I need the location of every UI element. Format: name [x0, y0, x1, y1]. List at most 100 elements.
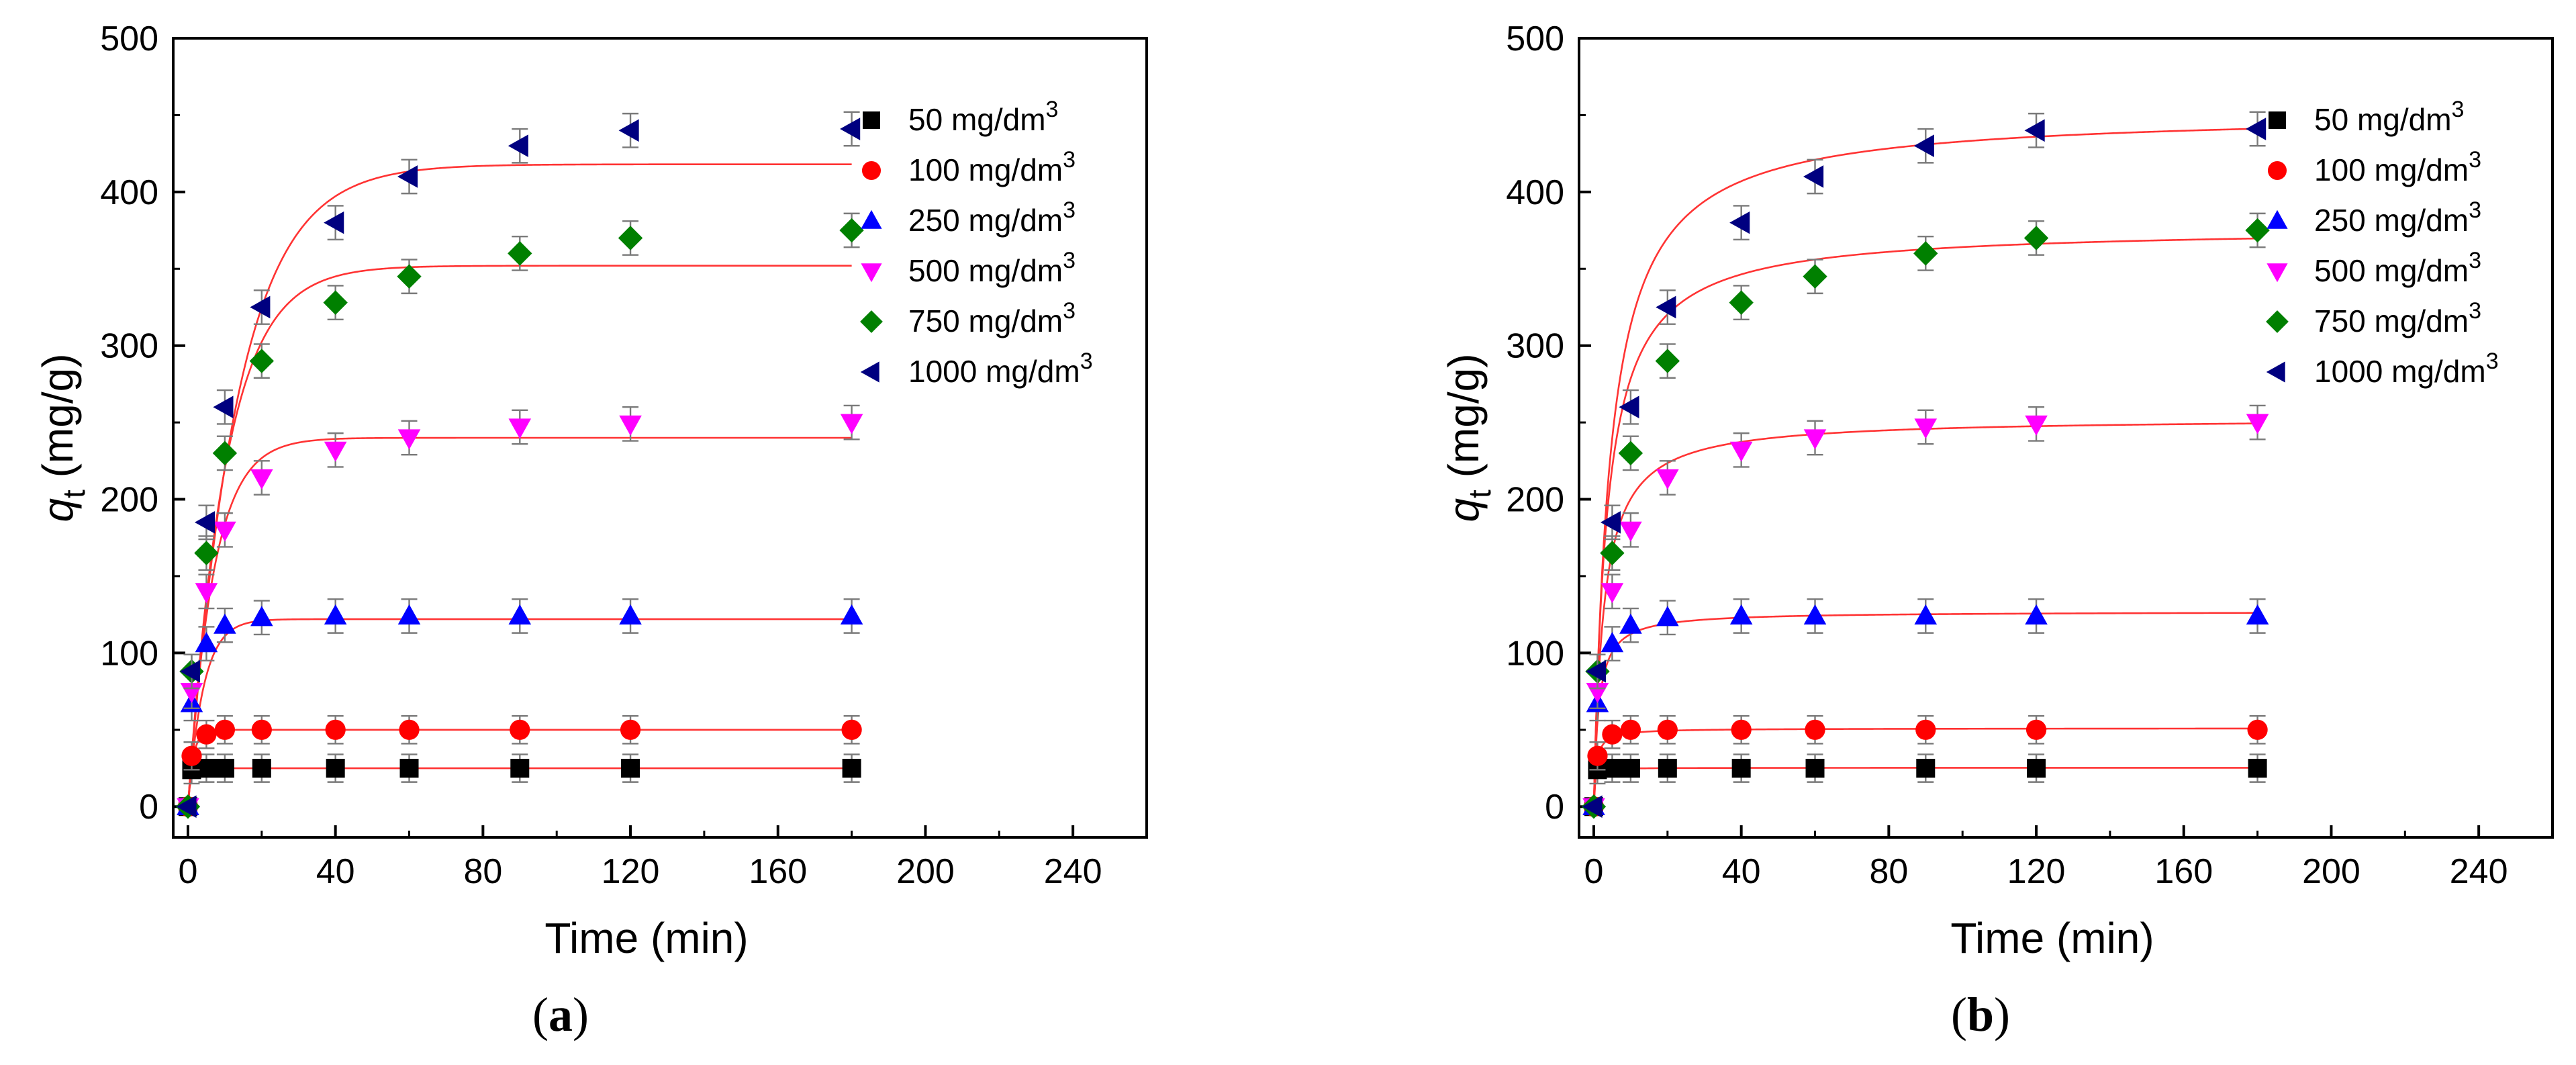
- y-axis-title: qt (mg/g): [1439, 353, 1497, 522]
- legend-marker: [2267, 210, 2288, 229]
- data-point: [2246, 118, 2267, 140]
- data-point: [213, 521, 236, 542]
- data-point: [1803, 604, 1827, 625]
- data-point: [195, 583, 218, 604]
- data-series: [1584, 753, 2267, 817]
- legend-label: 100 mg/dm3: [2314, 147, 2481, 187]
- data-point: [1729, 604, 1753, 625]
- data-point: [2025, 719, 2047, 740]
- legend-marker: [860, 361, 879, 383]
- data-series: [177, 598, 863, 815]
- data-point: [250, 469, 273, 490]
- data-point: [1805, 759, 1825, 778]
- data-point: [1731, 719, 1752, 740]
- data-point: [1657, 719, 1678, 740]
- legend-marker: [863, 111, 880, 129]
- data-point: [323, 290, 348, 315]
- data-point: [840, 604, 863, 625]
- data-point: [620, 719, 641, 740]
- data-point: [176, 795, 197, 819]
- data-point: [2246, 414, 2269, 434]
- x-tick-label: 240: [1044, 852, 1102, 891]
- plot-frame: [1578, 37, 2554, 839]
- y-tick-label: 500: [100, 19, 158, 58]
- data-point: [1620, 719, 1641, 740]
- data-point: [840, 414, 863, 434]
- legend-label: 100 mg/dm3: [908, 147, 1076, 187]
- data-point: [194, 511, 216, 534]
- y-tick-label: 200: [1506, 481, 1564, 520]
- data-point: [1603, 759, 1622, 778]
- data-point: [181, 745, 202, 766]
- data-series: [176, 111, 861, 819]
- legend-marker: [2266, 310, 2289, 333]
- legend-marker: [2267, 263, 2288, 283]
- data-point: [1803, 264, 1827, 289]
- data-point: [397, 165, 418, 188]
- data-point: [2246, 604, 2269, 625]
- data-point: [213, 396, 234, 419]
- data-point: [324, 211, 344, 234]
- legend-label: 50 mg/dm3: [908, 97, 1058, 137]
- data-point: [1656, 295, 1676, 319]
- y-tick-label: 300: [100, 327, 158, 366]
- x-tick-label: 200: [896, 852, 955, 891]
- data-point: [1913, 134, 1934, 157]
- data-point: [195, 632, 218, 653]
- x-tick-label: 120: [2007, 852, 2066, 891]
- data-point: [1582, 795, 1603, 819]
- data-point: [2027, 759, 2046, 778]
- data-point: [214, 719, 236, 740]
- data-point: [2025, 415, 2048, 436]
- data-point: [842, 759, 861, 778]
- data-series: [1582, 111, 2267, 819]
- data-point: [213, 613, 236, 634]
- legend-label: 250 mg/dm3: [908, 197, 1076, 238]
- data-point: [510, 719, 530, 740]
- data-point: [324, 604, 347, 625]
- legend-marker: [861, 160, 881, 181]
- fit-curve: [187, 163, 852, 807]
- data-point: [397, 604, 421, 625]
- legend-label: 750 mg/dm3: [2314, 298, 2481, 338]
- x-axis-title: Time (min): [1950, 914, 2154, 962]
- data-point: [508, 241, 532, 266]
- data-point: [252, 759, 271, 778]
- data-point: [1731, 759, 1751, 778]
- panel-label: (b): [1951, 988, 2010, 1041]
- data-point: [249, 349, 275, 373]
- data-point: [1601, 632, 1624, 653]
- data-point: [179, 660, 201, 683]
- data-point: [1914, 604, 1938, 625]
- y-tick-label: 400: [1506, 173, 1564, 212]
- data-point: [1618, 441, 1643, 466]
- y-axis-title: qt (mg/g): [34, 353, 91, 522]
- data-point: [1656, 606, 1679, 627]
- legend-label: 250 mg/dm3: [2314, 197, 2481, 238]
- data-point: [326, 759, 345, 778]
- data-point: [841, 719, 862, 740]
- x-tick-label: 160: [749, 852, 807, 891]
- data-point: [2025, 604, 2048, 625]
- legend-label: 1000 mg/dm3: [908, 349, 1093, 389]
- data-point: [1913, 241, 1938, 266]
- data-point: [1658, 759, 1677, 778]
- legend-marker: [861, 263, 882, 283]
- data-series: [1581, 212, 2270, 819]
- data-point: [621, 759, 640, 778]
- data-point: [325, 719, 346, 740]
- data-point: [2247, 719, 2268, 740]
- data-point: [1619, 521, 1642, 542]
- data-point: [618, 119, 639, 142]
- data-point: [2023, 226, 2049, 250]
- data-point: [1600, 511, 1621, 534]
- data-point: [194, 541, 219, 565]
- data-point: [397, 429, 421, 450]
- data-point: [1619, 613, 1642, 634]
- data-point: [2024, 119, 2045, 142]
- x-tick-label: 0: [1584, 852, 1604, 891]
- y-tick-label: 100: [1506, 634, 1564, 673]
- legend-label: 50 mg/dm3: [2314, 97, 2464, 137]
- data-point: [618, 226, 643, 250]
